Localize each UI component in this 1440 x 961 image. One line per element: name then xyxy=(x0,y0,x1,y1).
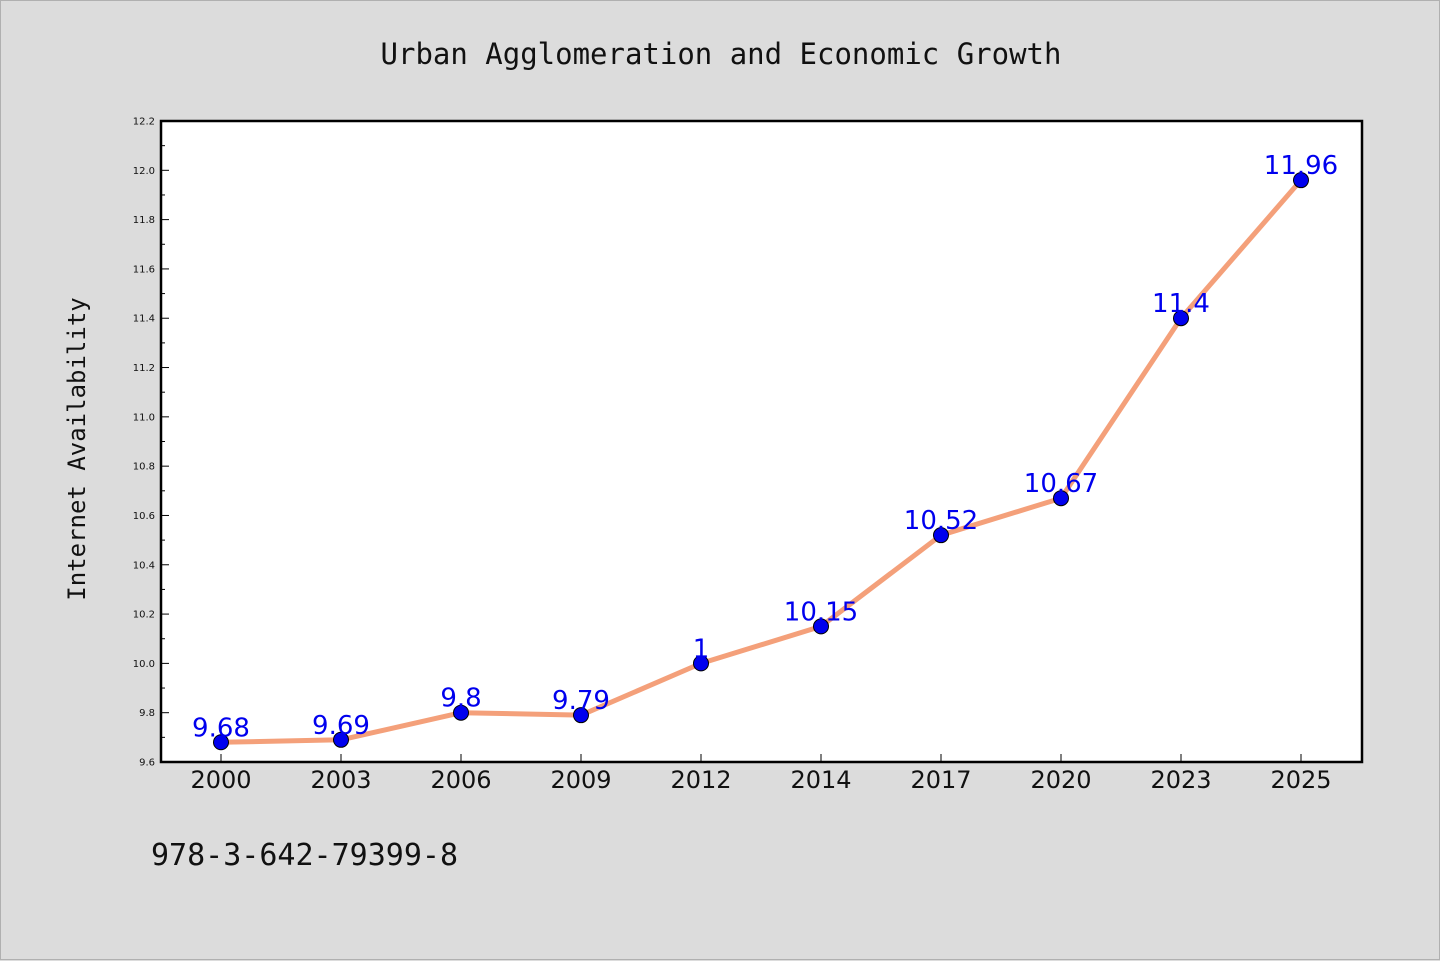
data-point xyxy=(213,734,229,751)
y-tick-label: 11.6 xyxy=(133,264,155,275)
plot-area xyxy=(161,121,1362,762)
data-point xyxy=(573,707,589,724)
x-tick-label: 2003 xyxy=(310,766,371,794)
x-tick-label: 2000 xyxy=(190,766,251,794)
y-tick-label: 11.0 xyxy=(133,412,155,423)
data-label: 9.69 xyxy=(312,711,370,741)
y-tick-label: 11.8 xyxy=(133,215,155,226)
y-tick-label: 11.2 xyxy=(133,363,155,374)
x-tick-label: 2017 xyxy=(910,766,971,794)
y-tick-label: 10.8 xyxy=(133,462,155,473)
data-label: 11.96 xyxy=(1264,151,1338,181)
data-point xyxy=(333,731,349,748)
data-label: 1 xyxy=(693,634,710,664)
data-label: 10.52 xyxy=(904,506,978,536)
x-tick-label: 2025 xyxy=(1270,766,1331,794)
data-point xyxy=(1053,490,1069,507)
y-tick-label: 9.8 xyxy=(139,708,155,719)
x-tick-label: 2012 xyxy=(670,766,731,794)
y-tick-label: 10.0 xyxy=(133,659,155,670)
x-tick-label: 2006 xyxy=(430,766,491,794)
x-axis-ticks: 2000 2003 2006 2009 2012 2014 2017 2020 2023 2025 xyxy=(190,754,1332,794)
x-tick-label: 2020 xyxy=(1030,766,1091,794)
y-tick-label: 12.2 xyxy=(133,117,155,128)
series-line xyxy=(218,177,1304,745)
y-tick-label: 10.6 xyxy=(133,511,155,522)
data-label: 9.79 xyxy=(552,686,610,716)
y-tick-label: 10.2 xyxy=(133,610,155,621)
data-point xyxy=(933,527,949,544)
data-point xyxy=(1173,310,1189,327)
data-markers xyxy=(213,172,1309,751)
y-axis-label: Internet Availability xyxy=(63,297,91,600)
data-labels: 9.68 9.69 9.8 9.79 1 10.15 10.52 10.67 11.4 11.96 xyxy=(192,151,1338,743)
data-label: 9.68 xyxy=(192,713,250,743)
data-point xyxy=(1293,172,1309,189)
data-point xyxy=(453,704,469,721)
data-point xyxy=(693,655,709,672)
data-label: 10.15 xyxy=(784,597,858,627)
x-tick-label: 2014 xyxy=(790,766,851,794)
isbn-text: 978-3-642-79399-8 xyxy=(151,838,458,873)
plot-frame xyxy=(159,119,1364,764)
data-label: 11.4 xyxy=(1152,289,1210,319)
data-point xyxy=(813,618,829,635)
x-tick-label: 2023 xyxy=(1150,766,1211,794)
data-label: 9.8 xyxy=(440,684,481,714)
y-tick-label: 10.4 xyxy=(133,560,155,571)
y-axis-ticks: 9.6 9.8 10.0 10.2 10.4 10.6 10.8 11.0 11.2 11.4 11… xyxy=(133,117,169,769)
y-tick-label: 11.4 xyxy=(133,314,155,325)
data-label: 10.67 xyxy=(1024,469,1098,499)
x-tick-label: 2009 xyxy=(550,766,611,794)
series-line-group xyxy=(218,177,1304,745)
y-tick-label: 9.6 xyxy=(139,758,155,769)
chart-title: Urban Agglomeration and Economic Growth xyxy=(381,37,1062,71)
y-tick-label: 12.0 xyxy=(133,166,155,177)
